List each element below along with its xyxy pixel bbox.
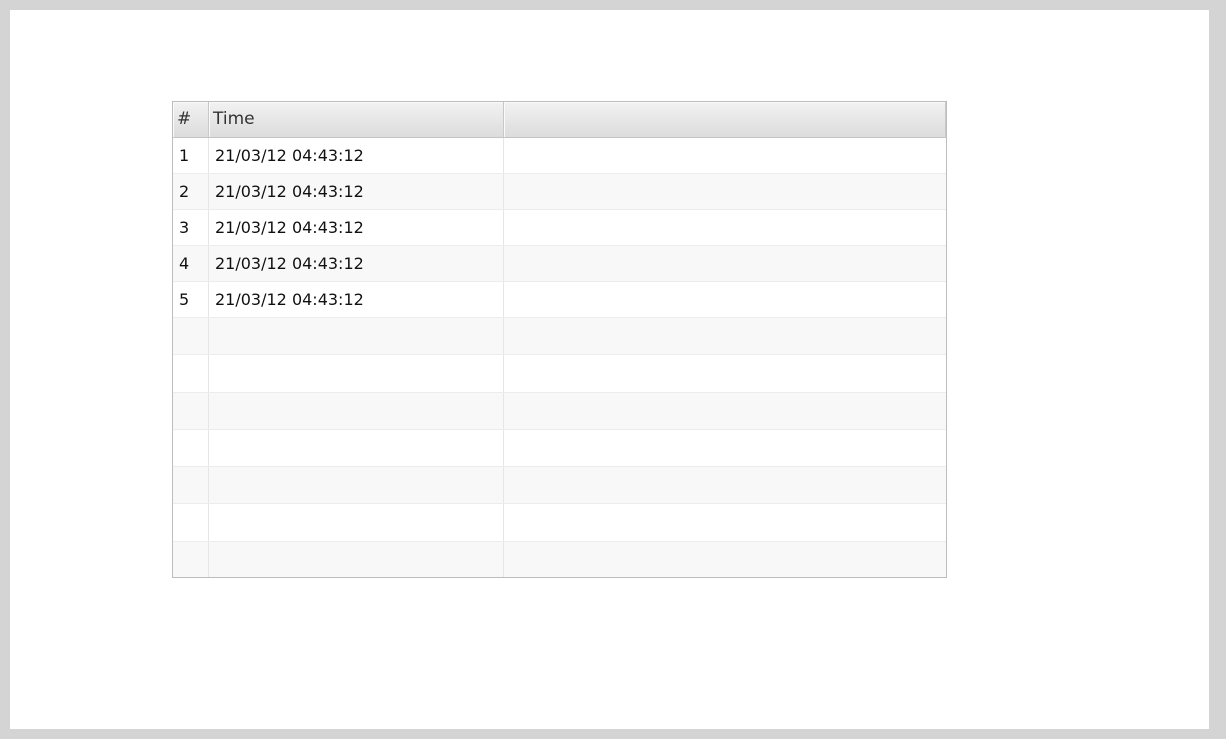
cell-number [173, 467, 209, 504]
cell-number: 3 [173, 210, 209, 245]
empty-table-row[interactable] [173, 429, 946, 468]
cell-number: 2 [173, 174, 209, 209]
cell-empty [504, 210, 946, 245]
cell-time: 21/03/12 04:43:12 [209, 246, 504, 281]
empty-table-row[interactable] [173, 467, 946, 505]
empty-table-row[interactable] [173, 541, 946, 577]
cell-empty [504, 138, 946, 173]
cell-number [173, 541, 209, 577]
cell-number [173, 429, 209, 467]
cell-time [209, 467, 504, 504]
cell-empty [504, 542, 946, 577]
cell-time: 21/03/12 04:43:12 [209, 210, 504, 245]
empty-table-row[interactable] [173, 392, 946, 430]
cell-time: 21/03/12 04:43:12 [209, 174, 504, 209]
empty-table-row[interactable] [173, 318, 946, 356]
window-content: # Time 1 21/03/12 04:43:12 2 21/03/12 04:43… [10, 10, 1209, 729]
cell-number: 5 [173, 282, 209, 317]
cell-time [209, 318, 504, 355]
table-row[interactable]: 2 21/03/12 04:43:12 [173, 174, 946, 210]
table-body: 1 21/03/12 04:43:12 2 21/03/12 04:43:12 3 21/… [173, 138, 946, 577]
cell-number [173, 355, 209, 392]
table-row[interactable]: 3 21/03/12 04:43:12 [173, 210, 946, 246]
cell-empty [504, 393, 946, 429]
data-table: # Time 1 21/03/12 04:43:12 2 21/03/12 04:43… [172, 101, 947, 578]
cell-empty [504, 174, 946, 209]
column-header-empty[interactable] [504, 102, 946, 137]
cell-number [173, 392, 209, 429]
cell-number: 4 [173, 246, 209, 281]
cell-number: 1 [173, 138, 209, 173]
cell-empty [504, 504, 946, 540]
cell-time [209, 504, 504, 541]
cell-empty [504, 246, 946, 281]
column-header-time[interactable]: Time [209, 102, 504, 137]
cell-empty [504, 355, 946, 391]
table-row[interactable]: 5 21/03/12 04:43:12 [173, 282, 946, 318]
cell-empty [504, 282, 946, 317]
empty-table-row[interactable] [173, 504, 946, 542]
cell-time [209, 392, 504, 429]
cell-time: 21/03/12 04:43:12 [209, 138, 504, 173]
empty-table-row[interactable] [173, 355, 946, 393]
cell-time [209, 355, 504, 392]
cell-empty [504, 430, 946, 466]
table-row[interactable]: 1 21/03/12 04:43:12 [173, 138, 946, 174]
cell-time: 21/03/12 04:43:12 [209, 282, 504, 317]
cell-empty [504, 318, 946, 354]
cell-time [209, 429, 504, 467]
cell-empty [504, 467, 946, 503]
cell-number [173, 318, 209, 355]
cell-number [173, 504, 209, 541]
column-header-number[interactable]: # [173, 102, 209, 137]
cell-time [209, 541, 504, 577]
table-header: # Time [173, 102, 946, 138]
table-row[interactable]: 4 21/03/12 04:43:12 [173, 246, 946, 282]
